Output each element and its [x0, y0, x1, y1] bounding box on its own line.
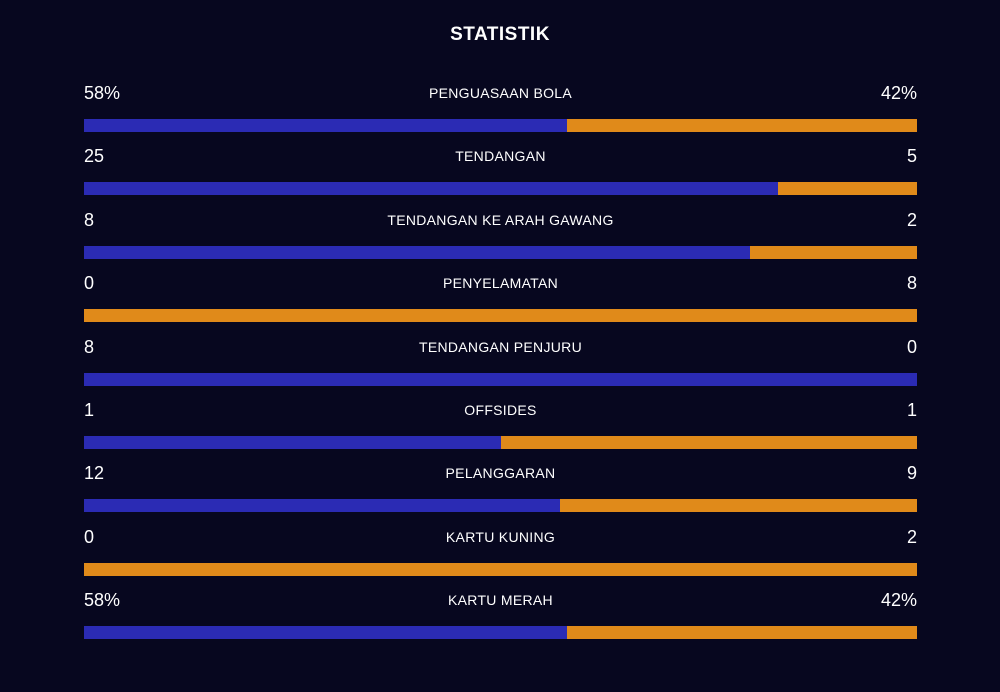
away-bar — [567, 626, 917, 640]
stat-label: TENDANGAN KE ARAH GAWANG — [387, 211, 614, 228]
home-value: 0 — [84, 273, 95, 294]
away-bar — [559, 499, 917, 513]
stat-bar — [84, 372, 917, 386]
home-value: 0 — [84, 526, 95, 547]
stat-values: 58% KARTU MERAH 42% — [84, 587, 917, 617]
home-value: 1 — [84, 399, 95, 420]
home-value: 8 — [84, 336, 95, 357]
away-bar — [84, 309, 917, 323]
stat-bar — [84, 245, 917, 259]
away-value: 42% — [880, 83, 917, 103]
stat-row-7: 12 PELANGGARAN 9 — [84, 460, 917, 523]
stat-bar — [84, 435, 917, 449]
stat-row-1: 58% PENGUASAAN BOLA 42% — [84, 80, 917, 143]
away-bar — [500, 435, 917, 449]
away-value: 1 — [906, 399, 917, 420]
away-value: 9 — [906, 463, 917, 484]
home-bar — [84, 499, 560, 513]
stat-label: OFFSIDES — [464, 401, 537, 418]
away-value: 8 — [906, 273, 917, 294]
away-value: 0 — [906, 336, 917, 357]
stat-values: 1 OFFSIDES 1 — [84, 397, 917, 427]
stat-bar — [84, 182, 917, 196]
stats-list: 58% PENGUASAAN BOLA 42% 25 TENDANGAN 5 — [84, 80, 917, 651]
away-value: 5 — [906, 146, 917, 167]
stat-values: 58% PENGUASAAN BOLA 42% — [84, 80, 917, 110]
stat-bar — [84, 119, 917, 132]
stat-values: 8 TENDANGAN PENJURU 0 — [84, 334, 917, 364]
home-bar — [84, 372, 917, 386]
home-bar — [84, 435, 501, 449]
home-bar — [84, 626, 568, 640]
home-bar — [84, 245, 751, 259]
stat-values: 0 KARTU KUNING 2 — [84, 524, 917, 554]
away-value: 2 — [906, 526, 917, 547]
stat-label: PELANGGARAN — [445, 465, 556, 482]
stat-values: 0 PENYELAMATAN 8 — [84, 270, 917, 300]
stat-row-9: 58% KARTU MERAH 42% — [84, 587, 917, 650]
away-value: 2 — [906, 209, 917, 230]
stat-values: 12 PELANGGARAN 9 — [84, 460, 917, 490]
stat-row-4: 0 PENYELAMATAN 8 — [84, 270, 917, 333]
home-bar — [84, 182, 779, 196]
away-bar — [84, 562, 917, 576]
home-value: 58% — [84, 590, 121, 611]
stat-label: PENGUASAAN BOLA — [429, 85, 572, 101]
home-bar — [84, 119, 568, 132]
stat-bar — [84, 562, 917, 576]
stat-label: KARTU KUNING — [445, 528, 556, 545]
stat-row-8: 0 KARTU KUNING 2 — [84, 524, 917, 587]
stat-row-2: 25 TENDANGAN 5 — [84, 143, 917, 206]
away-bar — [567, 119, 917, 132]
stat-row-6: 1 OFFSIDES 1 — [84, 397, 917, 460]
stat-bar — [84, 499, 917, 513]
away-bar — [750, 245, 917, 259]
stat-label: KARTU MERAH — [448, 592, 553, 609]
away-bar — [778, 182, 917, 196]
home-value: 8 — [84, 209, 95, 230]
stat-label: TENDANGAN PENJURU — [418, 338, 582, 355]
home-value: 58% — [84, 83, 121, 103]
page-title: STATISTIK — [450, 24, 550, 45]
stat-values: 8 TENDANGAN KE ARAH GAWANG 2 — [84, 207, 917, 237]
stat-values: 25 TENDANGAN 5 — [84, 143, 917, 173]
stat-bar — [84, 309, 917, 323]
stat-row-5: 8 TENDANGAN PENJURU 0 — [84, 334, 917, 397]
home-value: 25 — [84, 146, 105, 167]
away-value: 42% — [880, 590, 917, 611]
stat-label: PENYELAMATAN — [442, 275, 559, 292]
stat-row-3: 8 TENDANGAN KE ARAH GAWANG 2 — [84, 207, 917, 270]
stat-label: TENDANGAN — [455, 148, 546, 165]
home-value: 12 — [84, 463, 105, 484]
stat-bar — [84, 626, 917, 640]
